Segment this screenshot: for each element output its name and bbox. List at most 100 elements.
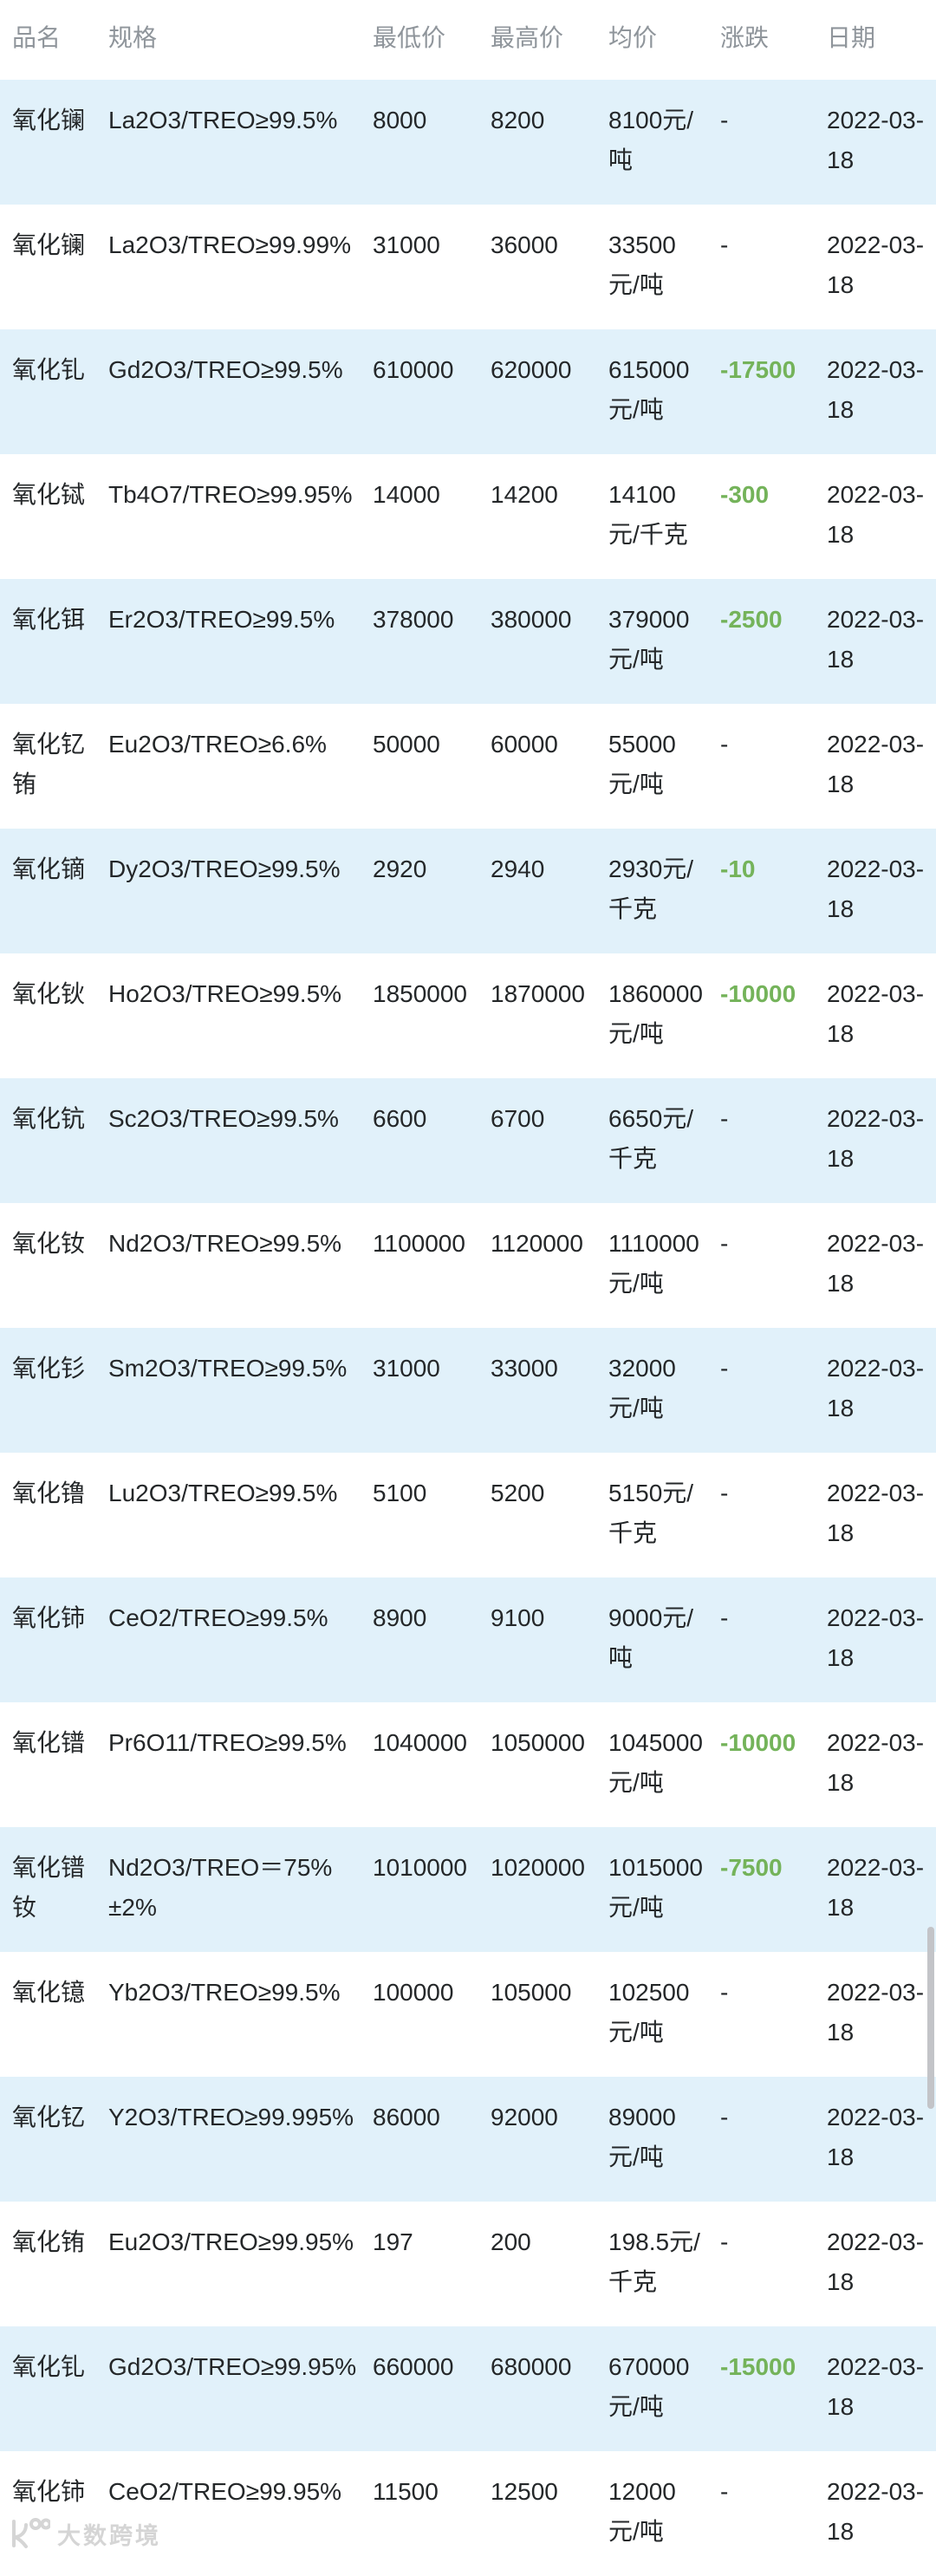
cell-date: 2022-03-18 [822,80,936,205]
column-header-average-price: 均价 [601,0,720,80]
cell-highest-price: 36000 [482,205,601,329]
column-header-product-name: 品名 [0,0,107,80]
cell-lowest-price: 100000 [369,1952,482,2077]
cell-product-name: 氧化镱 [0,1952,107,2077]
cell-spec: La2O3/TREO≥99.5% [107,80,369,205]
cell-date: 2022-03-18 [822,1453,936,1577]
table-row: 氧化钆 Gd2O3/TREO≥99.95% 660000 680000 6700… [0,2326,936,2451]
cell-date: 2022-03-18 [822,1078,936,1203]
cell-spec: Gd2O3/TREO≥99.5% [107,329,369,454]
cell-spec: Dy2O3/TREO≥99.5% [107,829,369,953]
cell-date: 2022-03-18 [822,205,936,329]
cell-spec: Sm2O3/TREO≥99.5% [107,1328,369,1453]
cell-change: - [720,1203,822,1328]
column-header-lowest-price: 最低价 [369,0,482,80]
cell-lowest-price: 197 [369,2202,482,2326]
cell-change: -7500 [720,1827,822,1952]
table-row: 氧化铒 Er2O3/TREO≥99.5% 378000 380000 37900… [0,579,936,704]
cell-average-price: 198.5元/千克 [601,2202,720,2326]
cell-date: 2022-03-18 [822,454,936,579]
cell-change: -2500 [720,579,822,704]
cell-spec: La2O3/TREO≥99.99% [107,205,369,329]
cell-lowest-price: 11500 [369,2451,482,2576]
cell-average-price: 379000元/吨 [601,579,720,704]
cell-change: -15000 [720,2326,822,2451]
table-row: 氧化铈 CeO2/TREO≥99.5% 8900 9100 9000元/吨 - … [0,1577,936,1702]
cell-spec: Nd2O3/TREO＝75%±2% [107,1827,369,1952]
cell-lowest-price: 31000 [369,205,482,329]
cell-product-name: 氧化镧 [0,80,107,205]
cell-spec: Yb2O3/TREO≥99.5% [107,1952,369,2077]
cell-lowest-price: 1010000 [369,1827,482,1952]
cell-lowest-price: 86000 [369,2077,482,2202]
table-row: 氧化镥 Lu2O3/TREO≥99.5% 5100 5200 5150元/千克 … [0,1453,936,1577]
cell-change: -300 [720,454,822,579]
cell-average-price: 55000元/吨 [601,704,720,829]
cell-change: -17500 [720,329,822,454]
cell-product-name: 氧化钕 [0,1203,107,1328]
column-header-change: 涨跌 [720,0,822,80]
cell-product-name: 氧化铈 [0,1577,107,1702]
cell-average-price: 8100元/吨 [601,80,720,205]
cell-average-price: 12000元/吨 [601,2451,720,2576]
table-row: 氧化镧 La2O3/TREO≥99.5% 8000 8200 8100元/吨 -… [0,80,936,205]
cell-product-name: 氧化镨钕 [0,1827,107,1952]
cell-product-name: 氧化钐 [0,1328,107,1453]
cell-lowest-price: 2920 [369,829,482,953]
cell-product-name: 氧化镝 [0,829,107,953]
cell-date: 2022-03-18 [822,2326,936,2451]
cell-product-name: 氧化钆 [0,2326,107,2451]
cell-product-name: 氧化钬 [0,953,107,1078]
cell-average-price: 1110000元/吨 [601,1203,720,1328]
cell-change: - [720,80,822,205]
cell-highest-price: 380000 [482,579,601,704]
cell-product-name: 氧化钇铕 [0,704,107,829]
table-row: 氧化钇 Y2O3/TREO≥99.995% 86000 92000 89000元… [0,2077,936,2202]
cell-change: - [720,2202,822,2326]
table-row: 氧化铈 CeO2/TREO≥99.95% 11500 12500 12000元/… [0,2451,936,2576]
cell-highest-price: 105000 [482,1952,601,2077]
cell-product-name: 氧化铒 [0,579,107,704]
table-row: 氧化钪 Sc2O3/TREO≥99.5% 6600 6700 6650元/千克 … [0,1078,936,1203]
column-header-date: 日期 [822,0,936,80]
cell-lowest-price: 378000 [369,579,482,704]
cell-average-price: 14100元/千克 [601,454,720,579]
cell-highest-price: 1020000 [482,1827,601,1952]
cell-change: -10 [720,829,822,953]
watermark: 大数跨境 [9,2516,161,2551]
table-row: 氧化镝 Dy2O3/TREO≥99.5% 2920 2940 2930元/千克 … [0,829,936,953]
cell-highest-price: 33000 [482,1328,601,1453]
cell-product-name: 氧化钪 [0,1078,107,1203]
cell-spec: Sc2O3/TREO≥99.5% [107,1078,369,1203]
cell-change: - [720,1577,822,1702]
cell-date: 2022-03-18 [822,1952,936,2077]
cell-spec: Gd2O3/TREO≥99.95% [107,2326,369,2451]
cell-product-name: 氧化铈 [0,2451,107,2576]
cell-product-name: 氧化钆 [0,329,107,454]
cell-highest-price: 620000 [482,329,601,454]
cell-highest-price: 92000 [482,2077,601,2202]
table-row: 氧化铽 Tb4O7/TREO≥99.95% 14000 14200 14100元… [0,454,936,579]
cell-change: - [720,2451,822,2576]
cell-highest-price: 1050000 [482,1702,601,1827]
cell-average-price: 9000元/吨 [601,1577,720,1702]
cell-product-name: 氧化铽 [0,454,107,579]
cell-product-name: 氧化镨 [0,1702,107,1827]
scrollbar-thumb[interactable] [927,1927,934,2109]
cell-highest-price: 1870000 [482,953,601,1078]
cell-highest-price: 5200 [482,1453,601,1577]
table-row: 氧化钬 Ho2O3/TREO≥99.5% 1850000 1870000 186… [0,953,936,1078]
cell-highest-price: 14200 [482,454,601,579]
cell-average-price: 2930元/千克 [601,829,720,953]
cell-highest-price: 680000 [482,2326,601,2451]
cell-product-name: 氧化镥 [0,1453,107,1577]
cell-spec: Er2O3/TREO≥99.5% [107,579,369,704]
cell-spec: CeO2/TREO≥99.95% [107,2451,369,2576]
cell-highest-price: 1120000 [482,1203,601,1328]
cell-lowest-price: 31000 [369,1328,482,1453]
cell-average-price: 1015000元/吨 [601,1827,720,1952]
cell-change: - [720,1078,822,1203]
cell-average-price: 1045000元/吨 [601,1702,720,1827]
watermark-text: 大数跨境 [57,2522,161,2549]
